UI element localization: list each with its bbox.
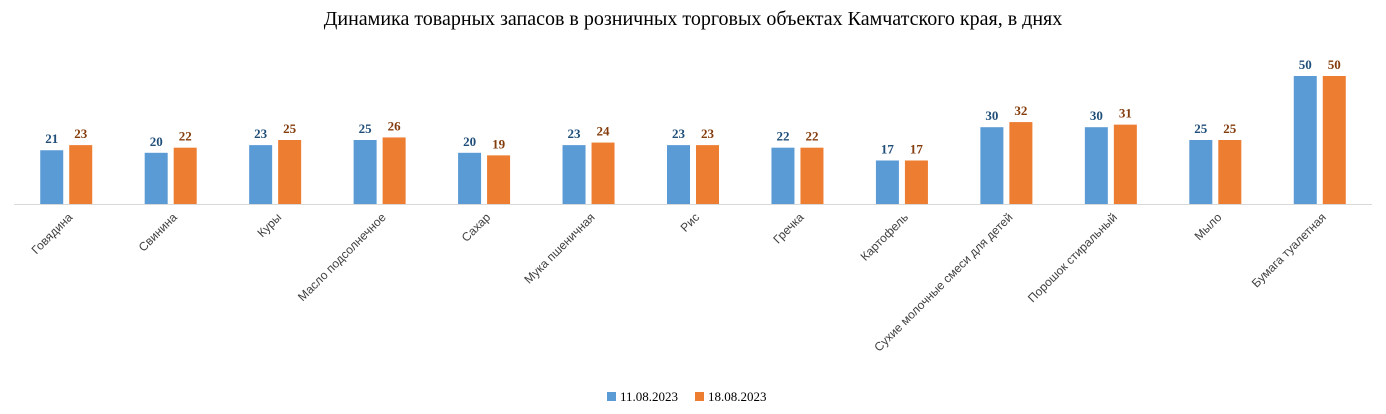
- value-label-s2-13: 50: [1328, 57, 1341, 72]
- legend-label-2: 18.08.2023: [708, 389, 767, 404]
- value-label-s1-13: 50: [1299, 57, 1312, 72]
- bar-s2-13: [1322, 76, 1346, 204]
- category-label-1: Говядина: [29, 210, 76, 257]
- category-labels-layer: Говядина Свинина Куры Масло подсолнечное Сах…: [29, 210, 1329, 354]
- value-label-s1-6: 23: [568, 126, 582, 141]
- bar-s2-2: [173, 147, 197, 204]
- bar-s2-3: [278, 140, 302, 204]
- bar-s2-4: [382, 137, 406, 204]
- category-label-11: Порошок стиральный: [1025, 210, 1120, 305]
- value-label-s1-3: 23: [254, 126, 268, 141]
- category-label-6: Мука пшеничная: [521, 210, 597, 286]
- value-label-s2-4: 26: [388, 118, 402, 133]
- category-label-12: Мыло: [1192, 210, 1225, 243]
- bar-s1-10: [980, 127, 1004, 204]
- category-label-8: Гречка: [770, 210, 806, 246]
- bar-s2-11: [1113, 124, 1137, 204]
- value-label-s2-3: 25: [283, 121, 297, 136]
- bar-s2-6: [591, 142, 615, 204]
- value-label-s1-12: 25: [1194, 121, 1208, 136]
- bar-s1-5: [458, 152, 482, 204]
- value-label-s2-7: 23: [701, 126, 715, 141]
- value-label-s1-4: 25: [359, 121, 373, 136]
- value-label-s1-5: 20: [463, 134, 476, 149]
- value-label-s2-8: 22: [805, 129, 818, 144]
- value-label-s1-9: 17: [881, 141, 895, 156]
- bar-s2-5: [487, 155, 511, 204]
- legend-swatch-1: [607, 392, 616, 401]
- bar-s1-3: [249, 145, 273, 204]
- value-label-s2-5: 19: [492, 136, 506, 151]
- bar-s1-8: [771, 147, 795, 204]
- bar-s1-11: [1084, 127, 1108, 204]
- bar-s1-6: [562, 145, 586, 204]
- value-label-s2-2: 22: [179, 129, 192, 144]
- legend: 11.08.2023 18.08.2023: [607, 389, 767, 404]
- legend-swatch-2: [695, 392, 704, 401]
- bar-s2-7: [696, 145, 719, 204]
- bars-layer: [40, 76, 1346, 204]
- category-label-7: Рис: [678, 210, 703, 235]
- bar-s2-9: [904, 160, 928, 204]
- category-label-3: Куры: [254, 210, 284, 240]
- value-label-s2-1: 23: [74, 126, 88, 141]
- bar-s1-1: [40, 150, 64, 204]
- bar-s1-12: [1189, 140, 1213, 204]
- value-label-s1-7: 23: [672, 126, 686, 141]
- value-label-s1-10: 30: [985, 108, 998, 123]
- bar-s1-9: [875, 160, 899, 204]
- value-label-s2-9: 17: [910, 141, 924, 156]
- value-label-s1-11: 30: [1090, 108, 1103, 123]
- category-label-2: Свинина: [136, 210, 180, 254]
- value-label-s2-10: 32: [1014, 103, 1027, 118]
- value-label-s2-12: 25: [1223, 121, 1237, 136]
- value-label-s2-11: 31: [1119, 106, 1132, 121]
- category-label-9: Картофель: [858, 210, 911, 263]
- bar-s1-2: [144, 152, 168, 204]
- bar-s1-4: [353, 140, 377, 204]
- value-label-s1-2: 20: [150, 134, 163, 149]
- bar-s1-13: [1293, 76, 1317, 204]
- value-label-s1-8: 22: [776, 129, 789, 144]
- value-label-s2-6: 24: [597, 124, 611, 139]
- bar-s1-7: [667, 145, 690, 204]
- category-label-4: Масло подсолнечное: [295, 210, 389, 304]
- bar-s2-10: [1009, 122, 1033, 204]
- value-label-s1-1: 21: [45, 131, 58, 146]
- category-label-13: Бумага туалетная: [1249, 210, 1329, 290]
- category-label-5: Сахар: [459, 210, 494, 245]
- bar-s2-1: [69, 145, 93, 204]
- chart-title: Динамика товарных запасов в розничных то…: [323, 8, 1063, 30]
- bar-s2-12: [1218, 140, 1242, 204]
- bar-s2-8: [800, 147, 824, 204]
- legend-label-1: 11.08.2023: [620, 389, 678, 404]
- value-labels-layer: 21 23 20 22 23 25 25 26 20 19 23 24 23 23 22 22 17 17 30 32…: [45, 57, 1341, 156]
